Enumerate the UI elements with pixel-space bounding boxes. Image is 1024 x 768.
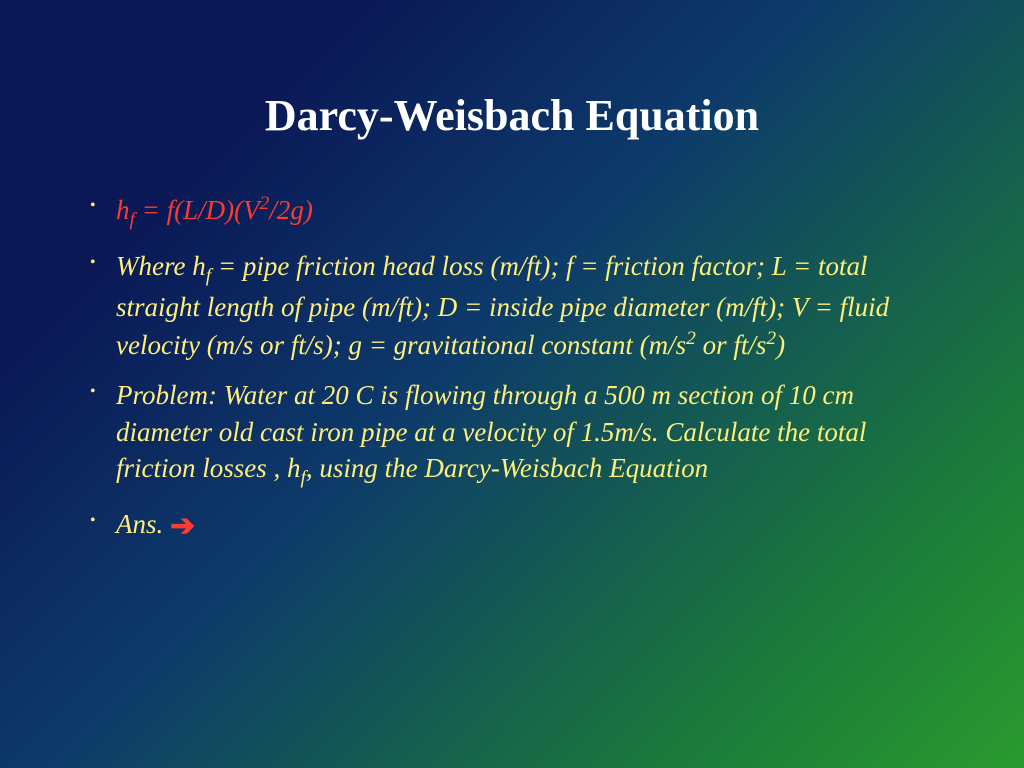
bullet-answer: Ans. ➔ (80, 506, 944, 547)
bullet-equation: hf = f(L/D)(V2/2g) (80, 191, 944, 234)
bullet-where: Where hf = pipe friction head loss (m/ft… (80, 248, 944, 364)
slide-title: Darcy-Weisbach Equation (80, 90, 944, 141)
bullet-problem: Problem: Water at 20 C is flowing throug… (80, 377, 944, 492)
equation-text: hf = f(L/D)(V2/2g) (116, 195, 313, 225)
arrow-right-icon: ➔ (170, 509, 195, 542)
bullet-list: hf = f(L/D)(V2/2g) Where hf = pipe frict… (80, 191, 944, 547)
answer-label: Ans. (116, 509, 170, 539)
